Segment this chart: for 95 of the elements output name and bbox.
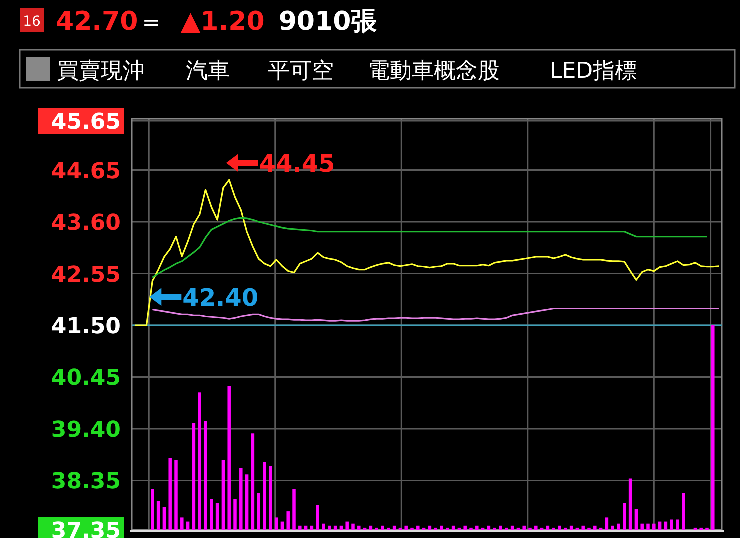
bar bbox=[334, 526, 338, 530]
annotation: 42.40 bbox=[182, 284, 259, 312]
bar bbox=[623, 503, 626, 530]
text: 42.70 bbox=[56, 7, 138, 37]
y-tick-label: 45.65 bbox=[51, 110, 121, 135]
bar bbox=[228, 386, 231, 530]
bar bbox=[658, 522, 662, 530]
annotation: 44.45 bbox=[259, 150, 336, 178]
bar bbox=[222, 460, 226, 530]
bar bbox=[257, 493, 260, 530]
bar bbox=[162, 507, 166, 530]
bar bbox=[570, 526, 574, 530]
bar bbox=[216, 503, 220, 530]
bar bbox=[298, 526, 302, 530]
line-series bbox=[134, 179, 720, 326]
bar bbox=[292, 489, 296, 530]
bar bbox=[646, 524, 650, 530]
y-tick-label: 39.40 bbox=[51, 418, 121, 443]
line-series bbox=[152, 217, 708, 278]
bar bbox=[198, 392, 202, 530]
bar bbox=[628, 478, 632, 530]
bar bbox=[328, 526, 332, 530]
bar bbox=[240, 468, 243, 530]
bar bbox=[156, 501, 160, 530]
bar bbox=[452, 526, 456, 530]
y-tick-label: 43.60 bbox=[51, 211, 121, 236]
bar bbox=[180, 518, 184, 530]
text: 9010張 bbox=[278, 7, 378, 37]
bar bbox=[381, 526, 384, 530]
bar bbox=[340, 526, 344, 530]
text: 平可空 bbox=[268, 59, 334, 84]
bar bbox=[358, 526, 361, 530]
bar bbox=[605, 518, 609, 530]
bar bbox=[369, 526, 373, 530]
y-tick-label: 40.45 bbox=[51, 366, 121, 392]
bar bbox=[346, 522, 349, 530]
bar bbox=[611, 526, 614, 530]
bar bbox=[263, 462, 266, 530]
bar bbox=[269, 466, 272, 530]
bar bbox=[392, 526, 396, 530]
text: 16 bbox=[23, 14, 41, 30]
text: LED指標 bbox=[550, 59, 638, 84]
bar bbox=[210, 499, 214, 530]
bar bbox=[546, 526, 550, 530]
bar bbox=[640, 524, 644, 530]
bar bbox=[304, 526, 308, 530]
bar bbox=[416, 526, 420, 530]
bar bbox=[322, 524, 326, 530]
bar bbox=[251, 434, 255, 530]
bar bbox=[670, 520, 674, 530]
y-tick-label: 38.35 bbox=[51, 470, 121, 495]
bar bbox=[652, 524, 656, 530]
text: = bbox=[142, 11, 161, 36]
bar bbox=[682, 493, 686, 530]
text: ▲1.20 bbox=[180, 7, 265, 37]
bar bbox=[428, 526, 432, 530]
bar bbox=[274, 518, 278, 530]
bar bbox=[192, 423, 196, 530]
bar bbox=[558, 526, 562, 530]
bar bbox=[151, 489, 154, 530]
bar bbox=[234, 499, 237, 530]
text: 汽車 bbox=[186, 59, 230, 84]
bar bbox=[352, 524, 355, 530]
bar bbox=[676, 520, 680, 530]
bar bbox=[510, 526, 514, 530]
line-series bbox=[152, 308, 720, 322]
bar bbox=[522, 526, 526, 530]
bar bbox=[280, 522, 284, 530]
bar bbox=[499, 526, 502, 530]
bar bbox=[712, 325, 715, 530]
bar bbox=[245, 474, 249, 530]
bar bbox=[174, 460, 178, 530]
bar bbox=[582, 526, 585, 530]
y-tick-label: 37.35 bbox=[51, 519, 121, 538]
bar bbox=[440, 526, 444, 530]
y-tick-label: 42.55 bbox=[51, 262, 121, 288]
bar bbox=[594, 526, 597, 530]
bar bbox=[664, 522, 668, 530]
text: 電動車概念股 bbox=[368, 59, 500, 84]
bar bbox=[168, 458, 172, 530]
bar bbox=[316, 505, 320, 530]
bar bbox=[487, 526, 491, 530]
bar bbox=[617, 524, 620, 530]
bar bbox=[534, 526, 538, 530]
bar bbox=[310, 526, 314, 530]
bar bbox=[476, 526, 479, 530]
bar bbox=[204, 421, 208, 530]
y-tick-label: 41.50 bbox=[51, 314, 121, 340]
bar bbox=[634, 510, 638, 530]
bar bbox=[404, 526, 408, 530]
text: 買賣現沖 bbox=[57, 59, 145, 84]
bar bbox=[286, 512, 290, 530]
bar bbox=[186, 522, 190, 530]
bar bbox=[464, 526, 467, 530]
y-tick-label: 44.65 bbox=[51, 159, 121, 184]
